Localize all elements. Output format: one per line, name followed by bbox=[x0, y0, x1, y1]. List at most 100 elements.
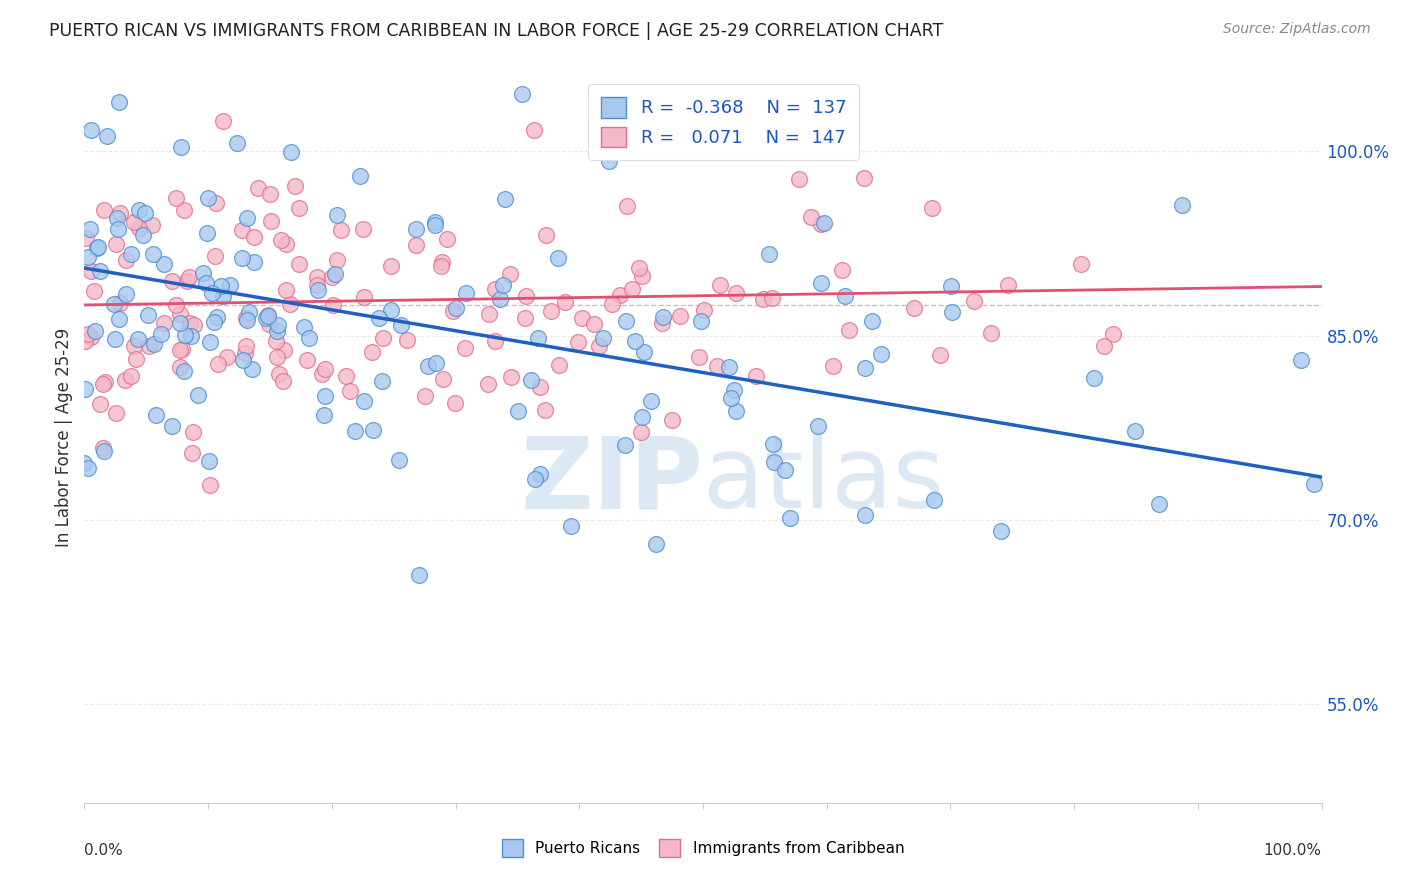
Point bbox=[276, 283, 298, 297]
Point bbox=[80, 330, 103, 344]
Point bbox=[307, 283, 329, 297]
Point bbox=[181, 445, 204, 459]
Point bbox=[963, 294, 986, 309]
Point bbox=[477, 376, 499, 391]
Point bbox=[631, 409, 654, 424]
Point bbox=[758, 247, 780, 261]
Point bbox=[592, 331, 614, 345]
Point bbox=[115, 252, 138, 267]
Text: PUERTO RICAN VS IMMIGRANTS FROM CARIBBEAN IN LABOR FORCE | AGE 25-29 CORRELATION: PUERTO RICAN VS IMMIGRANTS FROM CARIBBEA… bbox=[49, 22, 943, 40]
Point bbox=[367, 311, 389, 326]
Point bbox=[86, 241, 108, 255]
Point bbox=[204, 249, 226, 263]
Point bbox=[280, 145, 302, 159]
Point bbox=[773, 463, 796, 477]
Point bbox=[633, 345, 655, 359]
Point bbox=[165, 191, 187, 205]
Point bbox=[456, 285, 478, 300]
Point bbox=[104, 332, 127, 346]
Point bbox=[718, 360, 741, 375]
Point bbox=[160, 274, 183, 288]
Point bbox=[997, 277, 1019, 292]
Point bbox=[838, 323, 860, 337]
Point bbox=[339, 384, 361, 399]
Point bbox=[107, 221, 129, 235]
Point bbox=[1102, 326, 1125, 341]
Text: ZIP: ZIP bbox=[520, 433, 703, 530]
Point bbox=[614, 438, 637, 452]
Point bbox=[120, 247, 142, 261]
Point bbox=[405, 222, 427, 236]
Point bbox=[560, 519, 582, 533]
Point bbox=[76, 327, 98, 342]
Point bbox=[353, 290, 375, 304]
Point bbox=[219, 278, 242, 293]
Point bbox=[288, 257, 311, 271]
Point bbox=[567, 335, 589, 350]
Point bbox=[444, 396, 467, 410]
Point bbox=[779, 511, 801, 525]
Point bbox=[361, 345, 384, 359]
Point bbox=[266, 324, 288, 338]
Point bbox=[322, 298, 344, 312]
Point bbox=[693, 303, 716, 318]
Point bbox=[425, 215, 447, 229]
Point bbox=[330, 223, 353, 237]
Point bbox=[134, 206, 156, 220]
Point bbox=[256, 310, 278, 324]
Point bbox=[110, 206, 132, 220]
Point bbox=[501, 370, 523, 384]
Point bbox=[177, 269, 200, 284]
Point bbox=[180, 329, 202, 343]
Point bbox=[108, 296, 131, 310]
Point bbox=[598, 154, 620, 169]
Point bbox=[84, 324, 107, 338]
Point bbox=[763, 455, 786, 469]
Point bbox=[93, 443, 115, 458]
Point bbox=[405, 237, 427, 252]
Point bbox=[212, 114, 235, 128]
Point bbox=[257, 308, 280, 322]
Point bbox=[152, 257, 174, 271]
Point bbox=[284, 178, 307, 193]
Point bbox=[807, 419, 830, 434]
Point bbox=[834, 289, 856, 303]
Point bbox=[630, 425, 652, 439]
Point bbox=[194, 277, 217, 291]
Point bbox=[540, 304, 562, 318]
Point bbox=[745, 368, 768, 383]
Point bbox=[127, 332, 149, 346]
Point bbox=[413, 389, 436, 403]
Point bbox=[489, 292, 512, 306]
Point bbox=[169, 360, 191, 375]
Point bbox=[941, 304, 963, 318]
Point bbox=[1070, 257, 1092, 271]
Point bbox=[762, 436, 785, 450]
Point bbox=[627, 261, 650, 276]
Point bbox=[173, 364, 195, 378]
Point bbox=[254, 311, 277, 326]
Point bbox=[169, 307, 191, 321]
Point bbox=[323, 267, 346, 281]
Point bbox=[609, 288, 631, 302]
Point bbox=[620, 282, 643, 296]
Legend: Puerto Ricans, Immigrants from Caribbean: Puerto Ricans, Immigrants from Caribbean bbox=[494, 831, 912, 864]
Point bbox=[371, 374, 394, 388]
Point bbox=[128, 220, 150, 235]
Point bbox=[212, 289, 235, 303]
Point bbox=[80, 264, 103, 278]
Point bbox=[246, 181, 269, 195]
Point bbox=[725, 404, 748, 418]
Point bbox=[853, 508, 876, 522]
Point bbox=[235, 339, 257, 353]
Point bbox=[260, 214, 283, 228]
Point bbox=[238, 304, 260, 318]
Point bbox=[267, 368, 290, 382]
Point bbox=[821, 359, 844, 374]
Point bbox=[510, 87, 533, 101]
Point bbox=[353, 394, 375, 409]
Point bbox=[761, 292, 783, 306]
Point bbox=[233, 345, 256, 359]
Point bbox=[201, 285, 224, 300]
Point bbox=[529, 467, 551, 481]
